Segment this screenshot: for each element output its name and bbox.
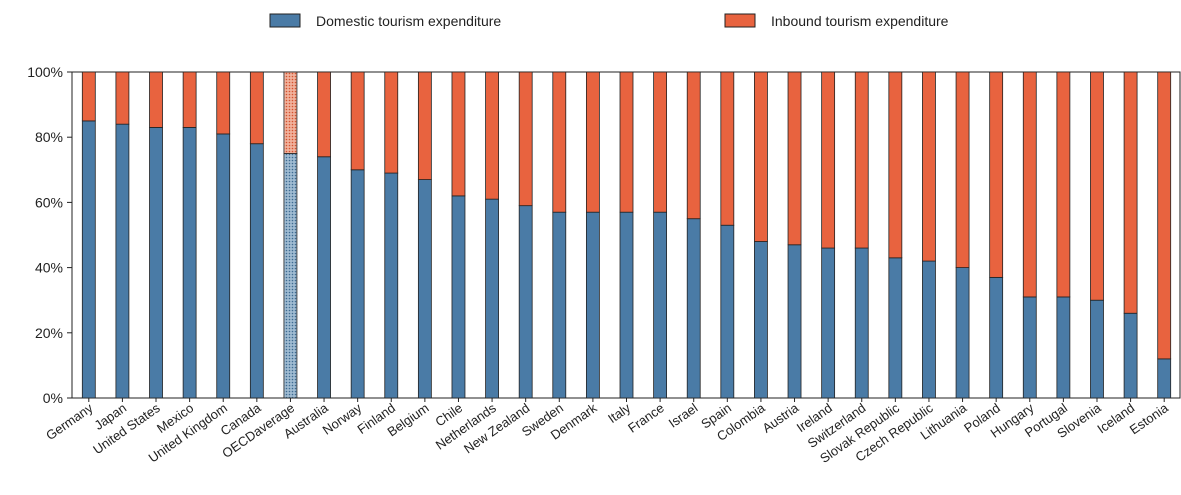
bar-inbound xyxy=(485,71,499,200)
y-axis: 0% 20% 40% 60% 80% 100% xyxy=(27,64,1181,406)
bar-inbound xyxy=(317,71,331,158)
bar-inbound xyxy=(115,71,130,125)
bar-domestic xyxy=(754,241,768,399)
bar-domestic xyxy=(518,205,533,399)
bar-inbound xyxy=(585,71,600,213)
bar-domestic xyxy=(989,276,1004,399)
bar-inbound xyxy=(1090,71,1104,301)
bar-domestic xyxy=(317,156,331,399)
bar-domestic xyxy=(585,211,600,399)
bar-inbound xyxy=(182,71,197,128)
y-tick-label: 80% xyxy=(35,129,63,145)
bar-domestic xyxy=(653,211,668,399)
bar-inbound xyxy=(754,71,768,242)
bar-inbound xyxy=(720,71,735,226)
bar-domestic xyxy=(1056,296,1071,399)
bar-domestic xyxy=(216,133,231,399)
category-label: Israel xyxy=(666,400,701,431)
legend: Domestic tourism expenditure Inbound tou… xyxy=(269,13,949,29)
bar-inbound xyxy=(821,71,836,249)
bar-domestic xyxy=(1123,312,1138,399)
bar-inbound xyxy=(518,71,533,207)
bar-domestic xyxy=(350,169,365,399)
bar-inbound xyxy=(350,71,365,171)
bar-domestic xyxy=(182,127,197,399)
bar-inbound xyxy=(1022,71,1037,298)
bar-inbound xyxy=(384,71,399,174)
bar-domestic xyxy=(283,153,298,399)
legend-label-domestic: Domestic tourism expenditure xyxy=(316,13,501,29)
bar-domestic xyxy=(686,218,701,399)
bar-inbound xyxy=(686,71,701,220)
bar-domestic xyxy=(1090,299,1104,399)
bar-inbound xyxy=(854,71,869,249)
y-tick-label: 20% xyxy=(35,325,63,341)
bar-inbound xyxy=(451,71,466,197)
bar-inbound xyxy=(787,71,802,246)
legend-swatch-inbound xyxy=(724,13,756,28)
bar-domestic xyxy=(888,257,903,399)
bar-inbound xyxy=(1056,71,1071,298)
legend-label-inbound: Inbound tourism expenditure xyxy=(771,13,949,29)
bars xyxy=(81,71,1172,399)
bar-domestic xyxy=(451,195,466,399)
bar-inbound xyxy=(552,71,567,213)
bar-inbound xyxy=(216,71,231,135)
bar-domestic xyxy=(922,260,936,399)
bar-domestic xyxy=(81,120,96,399)
bar-inbound xyxy=(81,71,96,122)
legend-swatch-domestic xyxy=(269,13,301,28)
bar-domestic xyxy=(955,267,970,399)
bar-domestic xyxy=(417,179,432,399)
bar-domestic xyxy=(619,211,634,399)
bar-domestic xyxy=(115,123,130,399)
y-tick-label: 100% xyxy=(27,64,63,80)
bar-inbound xyxy=(1157,71,1172,360)
y-tick-label: 40% xyxy=(35,260,63,276)
bar-inbound xyxy=(619,71,634,213)
bar-inbound xyxy=(249,71,264,145)
bar-inbound xyxy=(955,71,970,269)
bar-domestic xyxy=(1157,358,1172,399)
category-label: France xyxy=(625,400,667,435)
bar-inbound xyxy=(922,71,936,262)
y-tick-label: 60% xyxy=(35,194,63,210)
y-tick-label: 0% xyxy=(43,390,63,406)
bar-domestic xyxy=(787,244,802,399)
bar-domestic xyxy=(249,143,264,399)
bar-domestic xyxy=(1022,296,1037,399)
bar-domestic xyxy=(485,198,499,399)
bar-domestic xyxy=(720,224,735,399)
category-label: Estonia xyxy=(1127,400,1172,438)
bar-domestic xyxy=(854,247,869,399)
category-label: Norway xyxy=(320,400,365,438)
bar-inbound xyxy=(283,71,298,154)
bar-inbound xyxy=(653,71,668,213)
bar-inbound xyxy=(417,71,432,180)
bar-domestic xyxy=(384,172,399,399)
category-label: Germany xyxy=(43,400,96,443)
bar-domestic xyxy=(552,211,567,399)
bar-inbound xyxy=(1123,71,1138,314)
bar-inbound xyxy=(888,71,903,259)
category-label: Austria xyxy=(759,400,801,436)
bar-inbound xyxy=(149,71,163,128)
bar-inbound xyxy=(989,71,1004,278)
bar-domestic xyxy=(821,247,836,399)
bar-domestic xyxy=(149,127,163,399)
